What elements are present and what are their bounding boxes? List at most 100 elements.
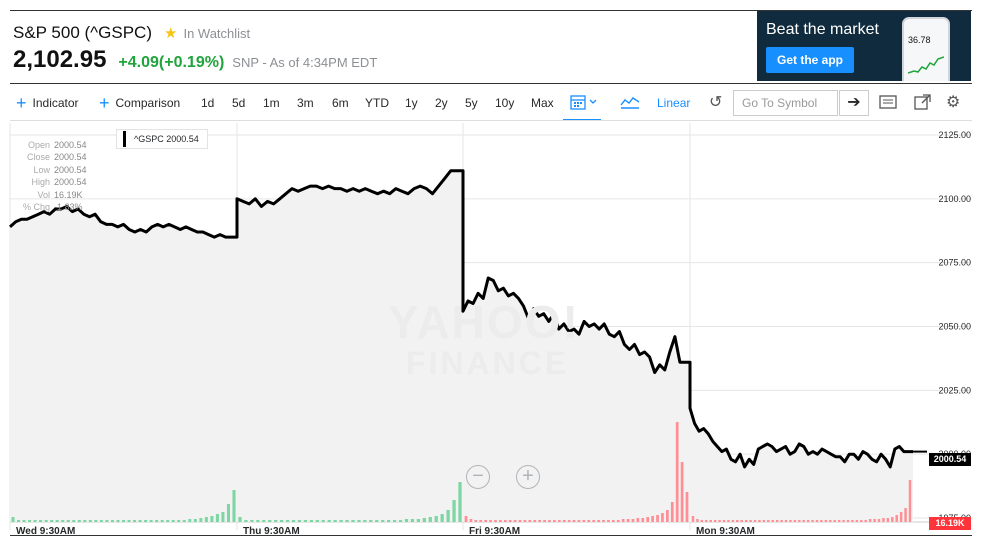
volume-bar <box>636 518 640 522</box>
volume-bar <box>837 520 841 522</box>
volume-bar <box>661 513 664 522</box>
range-5y[interactable]: 5y <box>465 96 478 110</box>
date-range-button[interactable] <box>570 86 598 120</box>
volume-bar <box>665 510 669 522</box>
volume-bar <box>99 520 103 522</box>
volume-bar <box>309 520 313 522</box>
watchlist-label[interactable]: In Watchlist <box>183 25 251 41</box>
volume-bar <box>392 520 397 522</box>
volume-bar <box>410 519 415 522</box>
volume-bar <box>533 520 537 522</box>
y-tick-label: 2100.00 <box>938 194 971 204</box>
volume-bar <box>232 490 236 522</box>
volume-bar <box>577 520 581 522</box>
volume-bar <box>631 519 635 522</box>
events-icon[interactable] <box>879 86 897 120</box>
range-6m[interactable]: 6m <box>332 96 349 110</box>
volume-bar <box>11 517 15 522</box>
volume-bar <box>753 520 757 522</box>
volume-bar <box>446 510 450 522</box>
volume-bar <box>767 520 770 522</box>
plus-icon: + <box>99 93 110 113</box>
volume-bar <box>592 520 596 522</box>
comparison-button[interactable]: + Comparison <box>99 86 180 120</box>
volume-bar <box>66 520 70 522</box>
price-chart[interactable]: 2125.00 2100.00 2075.00 2050.00 2025.00 2000.… <box>0 121 981 545</box>
volume-bar <box>611 520 615 522</box>
zoom-out-button[interactable]: − <box>466 465 490 489</box>
volume-bar <box>775 520 779 522</box>
volume-bar <box>656 515 659 522</box>
volume-bar <box>238 517 242 522</box>
volume-bar <box>499 520 502 522</box>
volume-bar <box>285 520 290 522</box>
reset-icon[interactable]: ↺ <box>709 94 723 111</box>
bottom-rule <box>10 535 972 536</box>
range-1y[interactable]: 1y <box>405 96 418 110</box>
app-ad-banner[interactable]: Beat the market Get the app 36.78 <box>757 11 971 81</box>
range-10y[interactable]: 10y <box>495 96 515 110</box>
range-max[interactable]: Max <box>531 96 554 110</box>
volume-bar <box>758 520 761 522</box>
zoom-in-button[interactable]: + <box>516 465 540 489</box>
volume-bar <box>83 520 87 522</box>
volume-bar <box>587 520 591 522</box>
indicator-button[interactable]: + Indicator <box>16 86 79 120</box>
volume-bar <box>562 520 566 522</box>
volume-bar <box>736 520 739 522</box>
volume-bar <box>333 520 337 522</box>
goto-symbol-input[interactable]: Go To Symbol <box>733 90 838 116</box>
volume-bar <box>404 519 409 522</box>
share-icon[interactable] <box>914 86 932 120</box>
volume-bar <box>842 520 845 522</box>
volume-bar <box>646 517 650 522</box>
volume-bar <box>696 519 699 522</box>
volume-bar <box>718 520 721 522</box>
volume-bar <box>882 518 885 522</box>
range-5d[interactable]: 5d <box>232 96 246 110</box>
volume-bar <box>709 520 712 522</box>
volume-bar <box>44 520 48 522</box>
volume-bar <box>641 518 645 522</box>
x-tick-label: Mon 9:30AM <box>696 526 755 537</box>
volume-bar <box>691 516 695 522</box>
volume-bar <box>226 504 230 522</box>
phone-value: 36.78 <box>908 35 931 45</box>
star-icon[interactable]: ★ <box>164 25 178 42</box>
volume-bar <box>458 482 462 522</box>
volume-bar <box>553 520 556 522</box>
range-3m[interactable]: 3m <box>297 96 314 110</box>
toolbar-rule <box>10 83 972 84</box>
goto-arrow-button[interactable]: ➔ <box>839 90 869 116</box>
chart-type-button[interactable] <box>620 86 640 120</box>
volume-bar <box>268 520 272 522</box>
settings-gear-icon[interactable]: ⚙ <box>946 94 961 111</box>
volume-bar <box>811 520 814 522</box>
volume-bar <box>33 520 37 522</box>
volume-bar <box>518 520 522 522</box>
chart-toolbar: + Indicator + Comparison 1d 5d 1m 3m 6m YT… <box>10 86 972 121</box>
volume-bar <box>315 520 319 522</box>
volume-bar <box>160 520 164 522</box>
volume-bar <box>713 520 717 522</box>
volume-bar <box>291 520 296 522</box>
scale-linear-button[interactable]: Linear <box>657 96 691 110</box>
top-rule <box>10 10 972 11</box>
range-1d[interactable]: 1d <box>201 96 215 110</box>
toolbar-bottom-rule <box>10 120 972 121</box>
y-tick-label: 2125.00 <box>938 130 971 140</box>
volume-bar <box>548 520 551 522</box>
volume-bar <box>351 520 355 522</box>
indicator-label: Indicator <box>32 96 79 110</box>
quote-price: 2,102.95 <box>13 46 107 73</box>
range-1m[interactable]: 1m <box>263 96 280 110</box>
volume-bar <box>193 519 197 522</box>
volume-bar <box>727 520 730 522</box>
volume-bar <box>824 520 828 522</box>
get-app-button[interactable]: Get the app <box>766 47 854 73</box>
range-ytd[interactable]: YTD <box>365 96 389 110</box>
volume-bar <box>133 520 137 522</box>
range-2y[interactable]: 2y <box>435 96 448 110</box>
volume-bar <box>155 520 159 522</box>
volume-bar <box>793 520 797 522</box>
